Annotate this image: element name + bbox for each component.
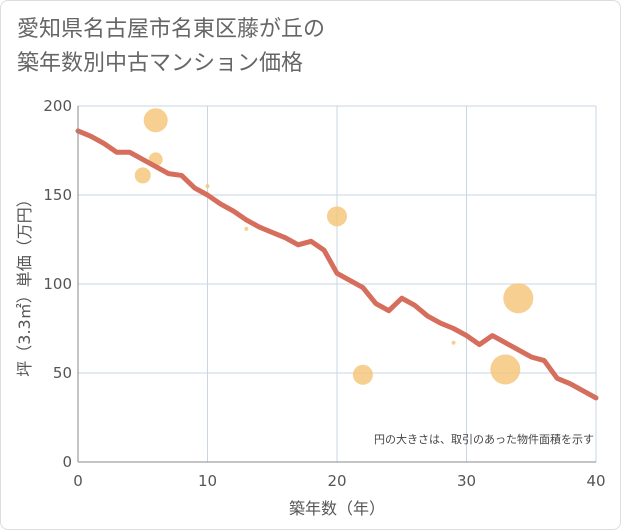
bubble-point (352, 364, 373, 385)
y-tick-label: 200 (43, 97, 72, 115)
axes (77, 106, 596, 463)
y-tick-label: 50 (53, 364, 72, 382)
y-tick-label: 150 (43, 186, 72, 204)
y-axis-label: 坪（3.3㎡）単価（万円） (15, 191, 34, 376)
x-axis-label: 築年数（年） (289, 499, 385, 518)
x-tick-label: 40 (586, 472, 605, 490)
y-tick-label: 0 (62, 453, 72, 471)
bubble-point (205, 184, 210, 189)
x-tick-label: 0 (73, 472, 83, 490)
x-tick-label: 20 (327, 472, 346, 490)
y-tick-label: 100 (43, 275, 72, 293)
tick-labels: 0 10 20 30 40 0 50 100 150 200 (43, 97, 605, 490)
trend-line (75, 128, 599, 401)
bubble-point (143, 108, 168, 133)
chart-title: 愛知県名古屋市名東区藤が丘の 築年数別中古マンション価格 (17, 13, 325, 81)
bubble-point (327, 206, 347, 227)
chart-title-line-2: 築年数別中古マンション価格 (17, 51, 304, 76)
bubble-point (490, 354, 521, 385)
chart-title-line-1: 愛知県名古屋市名東区藤が丘の (17, 17, 326, 42)
bubble-series (134, 108, 534, 385)
trend-series (75, 128, 599, 401)
x-tick-label: 10 (198, 472, 217, 490)
bubble-point (244, 226, 249, 231)
x-tick-label: 30 (457, 472, 476, 490)
bubble-point (134, 167, 151, 184)
chart-note: 円の大きさは、取引のあった物件面積を示す (374, 432, 594, 446)
bubble-point (451, 340, 456, 345)
bubble-point (503, 283, 534, 314)
